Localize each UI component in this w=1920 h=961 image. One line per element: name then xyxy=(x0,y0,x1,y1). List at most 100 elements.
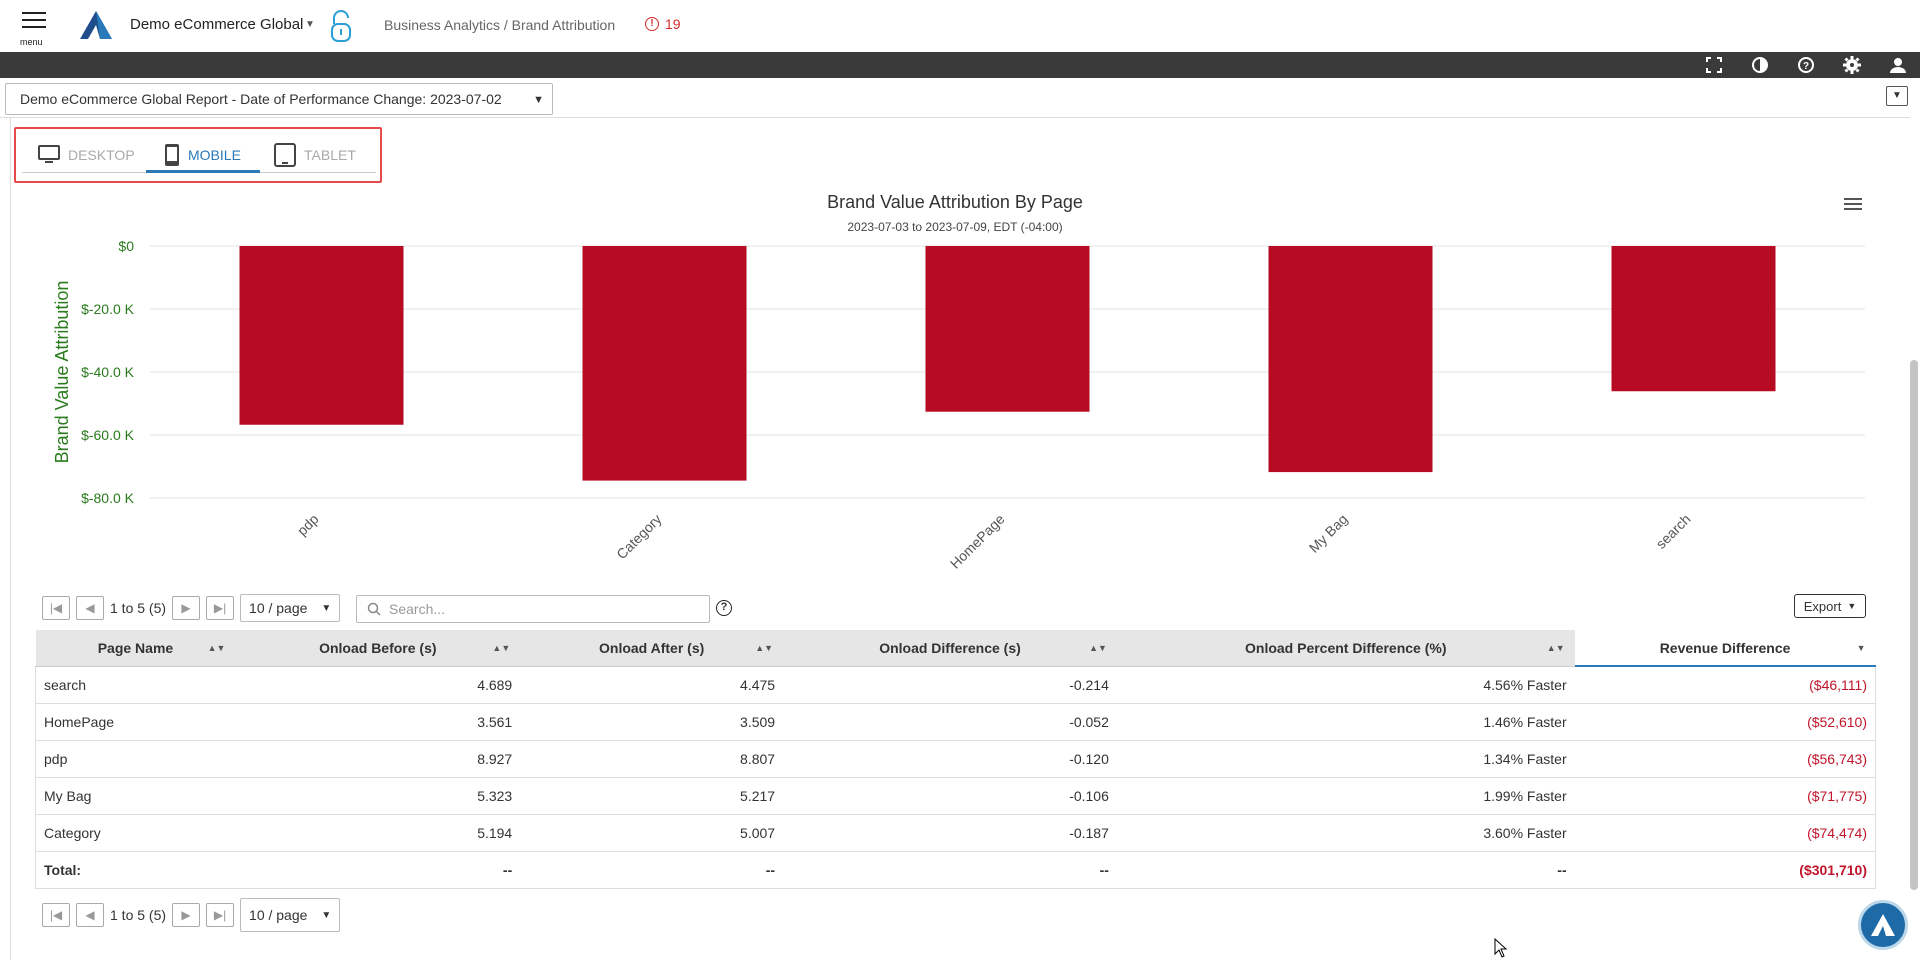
caret-down-icon[interactable]: ▼ xyxy=(305,19,315,30)
table-row: pdp 8.927 8.807 -0.120 1.34% Faster ($56… xyxy=(35,740,1876,778)
y-tick-label: $-60.0 K xyxy=(81,427,135,443)
col-label: Revenue Difference xyxy=(1659,639,1791,656)
cell-onload-difference: -0.052 xyxy=(783,703,1117,741)
tab-desktop[interactable]: DESKTOP xyxy=(38,139,135,171)
user-icon[interactable] xyxy=(1889,56,1907,74)
assistant-button[interactable] xyxy=(1858,900,1908,950)
per-page-value: 10 / page xyxy=(249,907,308,923)
cell-onload-difference: -0.214 xyxy=(783,666,1117,704)
bar xyxy=(925,246,1090,412)
tab-label: TABLET xyxy=(304,147,356,163)
cell-onload-before: 4.689 xyxy=(235,666,521,704)
col-header-revenue-difference[interactable]: Revenue Difference ▼ xyxy=(1574,630,1876,667)
cell-onload-before: 3.561 xyxy=(235,703,521,741)
search-icon xyxy=(367,602,381,616)
col-header-onload-percent[interactable]: Onload Percent Difference (%) ▲▼ xyxy=(1116,630,1575,667)
col-header-onload-difference[interactable]: Onload Difference (s) ▲▼ xyxy=(783,630,1117,667)
cell-onload-difference: -0.120 xyxy=(783,740,1117,778)
cell-onload-after: 3.509 xyxy=(520,703,784,741)
org-name[interactable]: Demo eCommerce Global xyxy=(130,16,304,33)
last-page-button[interactable]: ▶| xyxy=(206,903,235,927)
alert-count: 19 xyxy=(665,16,681,32)
sort-icon: ▲▼ xyxy=(1546,643,1565,653)
chevron-down-icon: ▼ xyxy=(321,909,332,921)
total-onload-before: -- xyxy=(235,851,521,889)
device-tabs: DESKTOP MOBILE TABLET xyxy=(14,127,382,183)
table-total-row: Total: -- -- -- -- ($301,710) xyxy=(35,851,1876,889)
chart-menu-icon[interactable] xyxy=(1844,198,1862,213)
x-tick-label: Category xyxy=(613,511,664,562)
table-row: search 4.689 4.475 -0.214 4.56% Faster (… xyxy=(35,666,1876,704)
settings-icon[interactable] xyxy=(1843,56,1861,74)
scrollbar[interactable] xyxy=(1910,360,1918,890)
next-page-button[interactable]: ▶ xyxy=(172,903,201,927)
cell-revenue-difference: ($46,111) xyxy=(1574,666,1876,704)
col-label: Onload Difference (s) xyxy=(879,639,1021,656)
help-circle-icon[interactable]: ? xyxy=(716,600,732,616)
export-label: Export xyxy=(1803,598,1842,614)
export-button[interactable]: Export ▼ xyxy=(1794,594,1866,618)
x-tick-label: pdp xyxy=(294,511,322,539)
page-range: 1 to 5 (5) xyxy=(110,907,167,923)
total-onload-percent: -- xyxy=(1116,851,1575,889)
search-input[interactable]: Search... xyxy=(356,595,710,623)
tab-label: MOBILE xyxy=(188,147,241,163)
tab-mobile[interactable]: MOBILE xyxy=(164,139,241,171)
x-tick-label: search xyxy=(1653,511,1694,552)
page-range: 1 to 5 (5) xyxy=(110,600,167,616)
cell-page-name: Category xyxy=(35,814,236,852)
sort-desc-icon: ▼ xyxy=(1856,643,1866,653)
last-page-button[interactable]: ▶| xyxy=(206,596,235,620)
bar xyxy=(1611,246,1776,392)
cell-onload-before: 5.323 xyxy=(235,777,521,815)
col-header-onload-before[interactable]: Onload Before (s) ▲▼ xyxy=(235,630,521,667)
cell-revenue-difference: ($74,474) xyxy=(1574,814,1876,852)
y-axis-title: Brand Value Attribution xyxy=(52,281,72,464)
contrast-icon[interactable] xyxy=(1751,56,1769,74)
logo-icon xyxy=(1871,914,1895,936)
cell-onload-after: 4.475 xyxy=(520,666,784,704)
first-page-button[interactable]: |◀ xyxy=(42,596,70,620)
pager-top: |◀ ◀ 1 to 5 (5) ▶ ▶| 10 / page ▼ xyxy=(42,594,341,622)
collapse-button[interactable]: ▼ xyxy=(1886,86,1908,106)
first-page-button[interactable]: |◀ xyxy=(42,903,70,927)
cell-onload-percent: 4.56% Faster xyxy=(1116,666,1575,704)
menu-button[interactable]: menu xyxy=(18,8,50,48)
table-row: My Bag 5.323 5.217 -0.106 1.99% Faster (… xyxy=(35,777,1876,815)
chevron-down-icon: ▼ xyxy=(1847,601,1857,611)
search-placeholder: Search... xyxy=(389,601,446,617)
per-page-select[interactable]: 10 / page ▼ xyxy=(240,898,341,932)
total-revenue-difference: ($301,710) xyxy=(1574,851,1876,889)
cell-revenue-difference: ($52,610) xyxy=(1574,703,1876,741)
total-onload-after: -- xyxy=(520,851,784,889)
report-select[interactable]: Demo eCommerce Global Report - Date of P… xyxy=(5,83,553,115)
unlock-icon[interactable] xyxy=(328,10,354,44)
col-header-onload-after[interactable]: Onload After (s) ▲▼ xyxy=(520,630,784,667)
prev-page-button[interactable]: ◀ xyxy=(76,596,104,620)
prev-page-button[interactable]: ◀ xyxy=(76,903,104,927)
active-tab-indicator xyxy=(146,170,260,173)
chart-subtitle: 2023-07-03 to 2023-07-09, EDT (-04:00) xyxy=(847,220,1063,234)
table-row: HomePage 3.561 3.509 -0.052 1.46% Faster… xyxy=(35,703,1876,741)
divider xyxy=(0,117,1910,118)
alert-badge[interactable]: ! 19 xyxy=(645,16,681,32)
bar xyxy=(1268,246,1433,473)
col-label: Onload Percent Difference (%) xyxy=(1245,639,1447,656)
cell-onload-after: 8.807 xyxy=(520,740,784,778)
next-page-button[interactable]: ▶ xyxy=(172,596,201,620)
cell-onload-percent: 1.46% Faster xyxy=(1116,703,1575,741)
tab-tablet[interactable]: TABLET xyxy=(274,139,356,171)
bar xyxy=(582,246,747,481)
hamburger-icon xyxy=(22,12,46,28)
help-icon[interactable]: ? xyxy=(1797,56,1815,74)
col-header-page-name[interactable]: Page Name ▲▼ xyxy=(35,630,236,667)
sort-icon: ▲▼ xyxy=(755,643,774,653)
per-page-select[interactable]: 10 / page ▼ xyxy=(240,594,341,622)
table-row: Category 5.194 5.007 -0.187 3.60% Faster… xyxy=(35,814,1876,852)
total-label: Total: xyxy=(35,851,236,889)
breadcrumb: Business Analytics / Brand Attribution xyxy=(384,17,616,33)
sort-icon: ▲▼ xyxy=(492,643,511,653)
fullscreen-icon[interactable] xyxy=(1705,56,1723,74)
data-table: Page Name ▲▼ Onload Before (s) ▲▼ Onload A… xyxy=(35,630,1876,889)
cell-onload-percent: 1.99% Faster xyxy=(1116,777,1575,815)
